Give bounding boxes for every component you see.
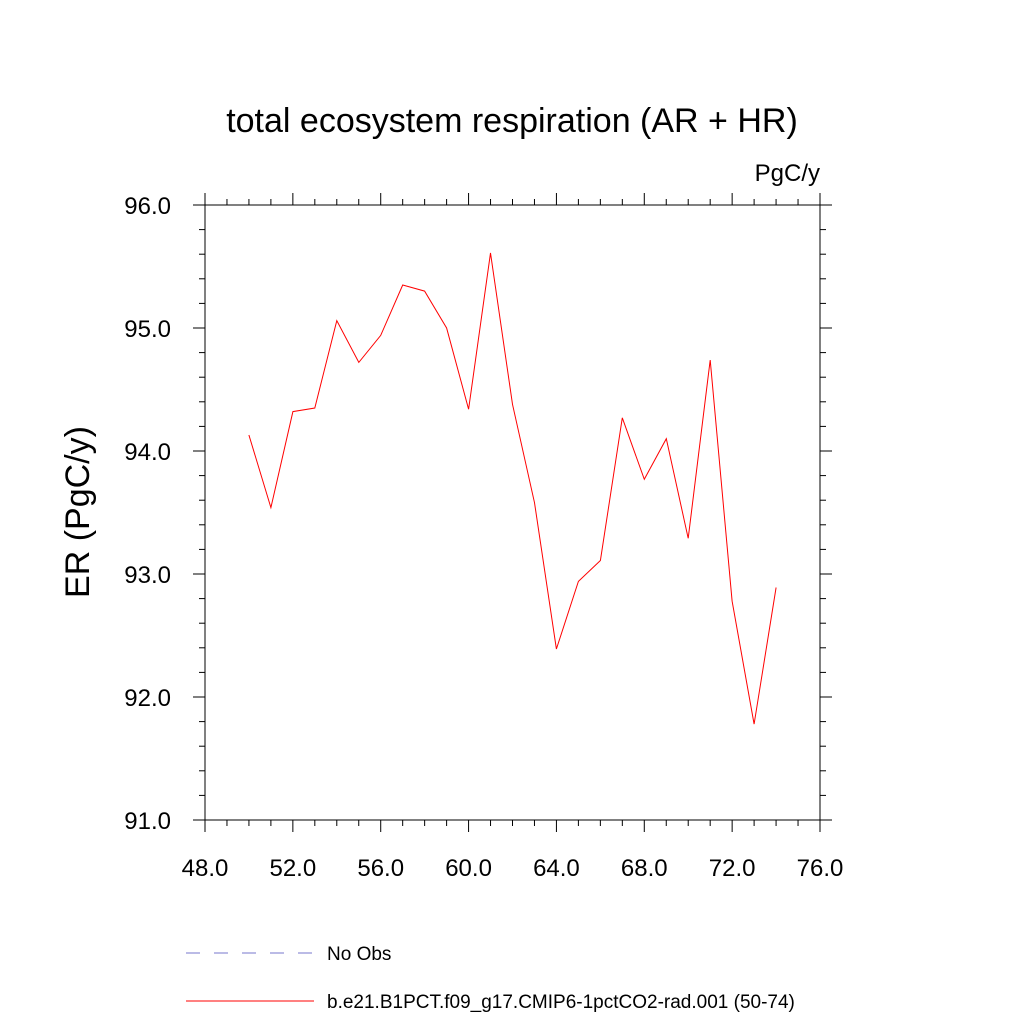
y-tick-label: 95.0: [124, 316, 171, 343]
y-tick-label: 93.0: [124, 562, 171, 589]
units-label: PgC/y: [755, 160, 820, 187]
y-axis-label: ER (PgC/y): [59, 426, 97, 598]
x-tick-label: 52.0: [269, 855, 316, 882]
chart-title: total ecosystem respiration (AR + HR): [226, 102, 798, 140]
y-tick-label: 96.0: [124, 193, 171, 220]
x-tick-label: 76.0: [797, 855, 844, 882]
series-lines: [248, 252, 777, 725]
legend: No Obs b.e21.B1PCT.f09_g17.CMIP6-1pctCO2-…: [186, 944, 795, 1013]
y-tick-label: 94.0: [124, 439, 171, 466]
x-tick-label: 68.0: [621, 855, 668, 882]
legend-label-0: b.e21.B1PCT.f09_g17.CMIP6-1pctCO2-rad.00…: [327, 992, 795, 1013]
y-tick-label: 91.0: [124, 808, 171, 835]
x-tick-label: 72.0: [709, 855, 756, 882]
x-tick-label: 60.0: [445, 855, 492, 882]
series-line-0: [248, 252, 777, 725]
x-tick-label: 56.0: [357, 855, 404, 882]
axis-ticks: [193, 193, 832, 832]
plot-frame: [204, 204, 821, 821]
x-tick-label: 48.0: [182, 855, 229, 882]
tick-labels: 48.0 52.0 56.0 60.0 64.0 68.0 72.0 76.0 91.0 92.0…: [124, 193, 843, 882]
x-tick-label: 64.0: [533, 855, 580, 882]
y-tick-label: 92.0: [124, 685, 171, 712]
legend-label-1: No Obs: [327, 944, 391, 965]
